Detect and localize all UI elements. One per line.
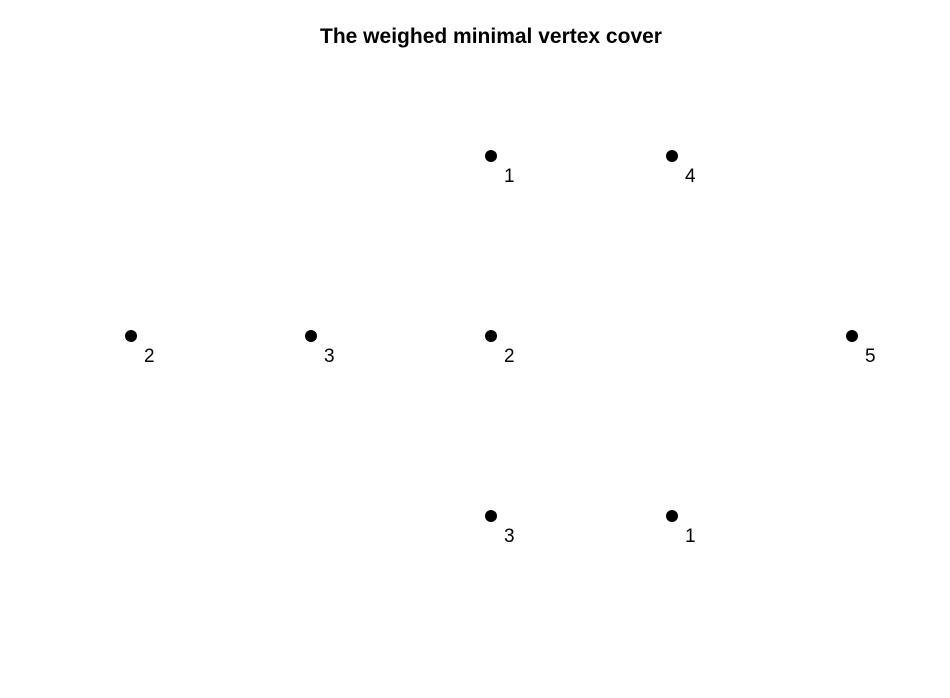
node-weight-label: 3 [324, 346, 335, 367]
graph-node: 5 [846, 330, 876, 367]
node-weight-label: 2 [144, 346, 155, 367]
node-point [846, 330, 858, 342]
node-weight-label: 3 [504, 526, 515, 547]
node-point [666, 150, 678, 162]
node-point [305, 330, 317, 342]
graph-node: 2 [485, 330, 515, 367]
graph-node: 2 [125, 330, 155, 367]
node-weight-label: 5 [865, 346, 876, 367]
node-weight-label: 2 [504, 346, 515, 367]
plot-title: The weighed minimal vertex cover [320, 25, 662, 48]
node-weight-label: 1 [685, 526, 696, 547]
node-weight-label: 1 [504, 166, 515, 187]
node-point [666, 510, 678, 522]
graph-node: 3 [305, 330, 335, 367]
node-point [125, 330, 137, 342]
node-point [485, 330, 497, 342]
graph-node: 4 [666, 150, 696, 187]
graph-node: 1 [666, 510, 696, 547]
graph-node: 3 [485, 510, 515, 547]
node-weight-label: 4 [685, 166, 696, 187]
graph-node: 1 [485, 150, 515, 187]
node-point [485, 510, 497, 522]
node-point [485, 150, 497, 162]
graph-nodes: 1 4 2 3 2 5 3 1 [125, 150, 876, 547]
